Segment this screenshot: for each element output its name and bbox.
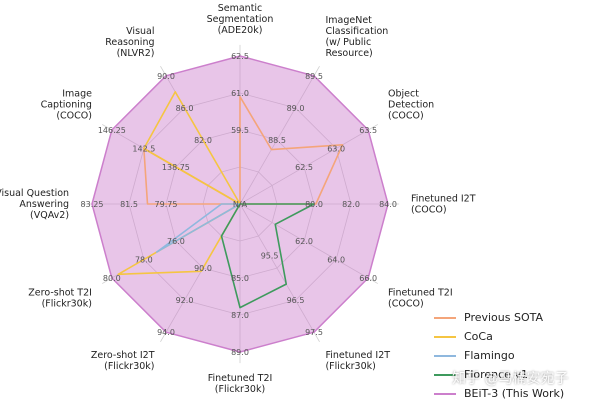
tick-label: 62.5 (231, 52, 249, 61)
tick-label: 63.5 (359, 126, 377, 135)
axis-spoke (239, 66, 320, 205)
tick-label: 95.5 (261, 251, 279, 260)
legend-item: Previous SOTA (434, 308, 564, 327)
legend-label: BEiT-3 (This Work) (464, 387, 565, 400)
tick-label: 59.5 (231, 126, 249, 135)
axis-spoke (239, 203, 378, 284)
axis-label: Image Captioning (COCO) (41, 89, 93, 122)
tick-label: 90.0 (157, 72, 175, 81)
tick-label: 83.25 (81, 200, 104, 209)
tick-label: 81.5 (120, 200, 138, 209)
tick-label: 89.5 (305, 72, 323, 81)
tick-label: 85.0 (231, 274, 249, 283)
legend-swatch (434, 354, 456, 357)
tick-label: 80.0 (103, 274, 121, 283)
tick-label: 96.5 (287, 296, 305, 305)
axis-label: ImageNet Classification (w/ Public Resource… (325, 15, 388, 59)
axis-label: Zero-shot T2I (Flickr30k) (28, 287, 92, 309)
legend-swatch (434, 392, 456, 395)
tick-label: 146.25 (98, 126, 126, 135)
axis-label: Finetuned I2T (Flickr30k) (325, 350, 390, 372)
tick-label: 76.0 (167, 237, 185, 246)
axis-label: Visual Reasoning (NLVR2) (105, 26, 154, 59)
tick-label: 80.0 (305, 200, 323, 209)
legend-label: Previous SOTA (464, 311, 544, 324)
legend-item: BEiT-3 (This Work) (434, 384, 564, 403)
legend-item: Flamingo (434, 346, 564, 365)
tick-label: 66.0 (359, 274, 377, 283)
tick-label: 64.0 (327, 256, 345, 265)
axis-spoke (239, 124, 378, 205)
tick-label: 82.0 (194, 136, 212, 145)
axis-label: Visual Question Answering (VQAv2) (0, 188, 69, 221)
axis-label: Object Detection (COCO) (388, 89, 434, 122)
legend-swatch (434, 316, 456, 319)
tick-label: 90.0 (194, 264, 212, 273)
axis-label: Finetuned I2T (COCO) (411, 194, 476, 216)
series-layer (91, 55, 389, 353)
axis-label: Semantic Segmentation (ADE20k) (207, 3, 274, 36)
tick-label: 94.0 (157, 328, 175, 337)
axis-spoke (239, 203, 320, 342)
axis-label: Finetuned T2I (COCO) (388, 287, 453, 309)
axis-labels: Semantic Segmentation (ADE20k) ImageNet Clas… (0, 3, 476, 395)
axis-label: Zero-shot I2T (Flickr30k) (91, 350, 155, 372)
center-label: N/A (233, 200, 248, 209)
tick-label: 62.5 (295, 163, 313, 172)
tick-label: 86.0 (176, 104, 194, 113)
tick-label: 61.0 (231, 89, 249, 98)
legend: Previous SOTA CoCa Flamingo Florence v1 BEiT… (434, 308, 564, 403)
tick-label: 92.0 (176, 296, 194, 305)
watermark: 知乎 @马楠安宛子 (452, 371, 569, 387)
tick-label: 62.0 (295, 237, 313, 246)
series-florence-v1 (220, 203, 315, 309)
tick-label: 88.5 (268, 136, 286, 145)
legend-item: CoCa (434, 327, 564, 346)
tick-label: 79.75 (155, 200, 178, 209)
tick-label: 87.0 (231, 311, 249, 320)
legend-label: Florence v1 (464, 368, 528, 381)
series-flamingo (155, 203, 241, 253)
tick-label: 89.0 (231, 348, 249, 357)
tick-labels: 59.5 61.0 62.5 88.5 89.0 89.5 62.5 63.0 63.5 80.0… (81, 52, 397, 357)
legend-label: CoCa (464, 330, 493, 343)
tick-label: 97.5 (305, 328, 323, 337)
tick-label: 63.0 (327, 145, 345, 154)
tick-label: 142.5 (132, 145, 155, 154)
legend-item: Florence v1 (434, 365, 564, 384)
legend-label: Flamingo (464, 349, 515, 362)
legend-swatch (434, 335, 456, 338)
tick-label: 138.75 (162, 163, 190, 172)
tick-label: 82.0 (342, 200, 360, 209)
tick-label: 89.0 (287, 104, 305, 113)
tick-label: 78.0 (135, 256, 153, 265)
legend-swatch (434, 373, 456, 376)
tick-label: 84.0 (379, 200, 397, 209)
axis-label: Finetuned T2I (Flickr30k) (208, 373, 273, 395)
